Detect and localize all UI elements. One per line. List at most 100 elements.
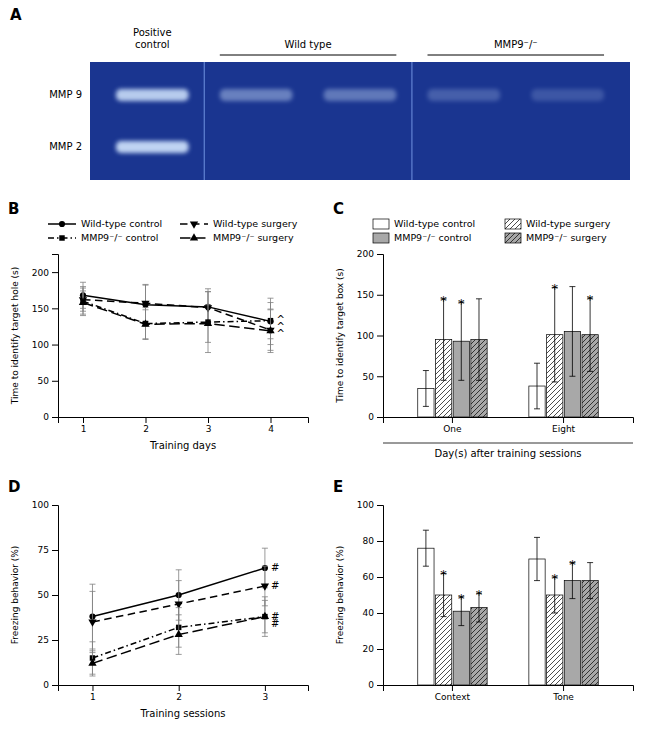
y-axis-line (52, 255, 59, 418)
y-axis-title: Freezing behavior (%) (10, 546, 20, 645)
tick: 25 (38, 635, 58, 645)
tick: 50 (363, 372, 383, 382)
tick-label: 2 (143, 424, 149, 434)
tick: 40 (363, 608, 383, 618)
point (175, 630, 183, 637)
x-axis-title: Day(s) after training sessions (435, 448, 582, 459)
annotation: * (476, 587, 483, 602)
legend-item: MMP9⁻/⁻ control (373, 232, 471, 244)
tick-label: 100 (357, 500, 374, 510)
error-bar (569, 287, 575, 377)
tick-label: 100 (32, 340, 49, 350)
tick-mark (377, 649, 383, 650)
tick: 50 (38, 376, 58, 386)
legend-swatch (505, 219, 521, 229)
tick-mark (271, 417, 272, 423)
tick-mark (52, 345, 58, 346)
tick-label: 3 (263, 692, 269, 702)
y-axis-line (52, 506, 59, 686)
tick-label: 4 (268, 424, 274, 434)
tick: 100 (32, 340, 58, 350)
tick: 1 (81, 417, 87, 434)
series (453, 287, 580, 417)
tick-mark (377, 254, 383, 255)
legend-label: Wild-type control (81, 218, 162, 229)
gel-band (116, 89, 189, 101)
error-bar (423, 371, 429, 407)
panel-label: D (8, 478, 20, 496)
tick: 75 (38, 545, 58, 555)
tick-mark (377, 613, 383, 614)
tick-label: 200 (357, 249, 374, 259)
tick-label: 25 (38, 635, 49, 645)
tick: 0 (43, 680, 58, 690)
x-axis: 1 2 3 4 (59, 417, 309, 434)
tick: 100 (357, 331, 383, 341)
error-bar (441, 299, 447, 381)
legend-item: MMP9⁻/⁻ control (48, 232, 158, 243)
tick: 100 (32, 500, 58, 510)
point (141, 319, 149, 326)
series (80, 287, 274, 353)
gel-band (220, 89, 293, 101)
tick-mark (52, 595, 58, 596)
tick-mark (52, 640, 58, 641)
point (88, 659, 96, 666)
legend-item: Wild-type surgery (505, 218, 611, 230)
series (89, 548, 268, 649)
annotation: ^ (277, 328, 285, 339)
tick-mark (377, 336, 383, 337)
bar (418, 548, 434, 685)
series-line (83, 301, 271, 323)
legend-label: Wild-type surgery (213, 218, 298, 229)
annotation: * (440, 567, 447, 582)
legend-marker (190, 222, 198, 229)
tick-mark (52, 381, 58, 382)
tick-label: 20 (363, 644, 375, 654)
tick: 3 (206, 417, 212, 434)
error-bar (458, 302, 464, 380)
tick: One (443, 417, 462, 434)
category-underline (383, 443, 633, 444)
tick: Eight (552, 417, 576, 434)
series-line (83, 303, 271, 331)
tick-label: 0 (43, 412, 49, 422)
tick-mark (377, 376, 383, 377)
legend-label: MMP9⁻/⁻ surgery (213, 232, 294, 243)
tick-label: 0 (368, 412, 374, 422)
figure: APositivecontrolWild typeMMP9⁻/⁻MMP 9MMP… (0, 0, 650, 737)
tick-mark (52, 505, 58, 506)
legend-label: MMP9⁻/⁻ surgery (526, 232, 607, 243)
error-bar (587, 563, 593, 599)
y-axis-line (377, 255, 384, 418)
series (79, 285, 275, 350)
tick-mark (208, 417, 209, 423)
legend-swatch (373, 233, 389, 243)
tick: 0 (368, 412, 383, 422)
lane-group-label-line: Wild type (285, 39, 332, 50)
gel-band (531, 89, 604, 101)
tick: 2 (176, 685, 182, 702)
tick-label: Context (435, 692, 471, 702)
tick: 0 (368, 680, 383, 690)
tick-label: One (443, 424, 462, 434)
lane-group-label-line: Positive (133, 27, 172, 38)
tick: 20 (363, 644, 383, 654)
tick: 200 (357, 249, 383, 259)
point (88, 620, 96, 627)
series (88, 600, 269, 676)
panel-label: C (333, 200, 344, 218)
tick-label: 75 (38, 545, 49, 555)
panel-label: E (333, 478, 343, 496)
series-line (83, 300, 271, 330)
tick-label: 150 (357, 290, 374, 300)
tick-label: 50 (38, 376, 50, 386)
tick-label: 0 (368, 680, 374, 690)
annotation: # (271, 562, 279, 573)
tick-label: 3 (206, 424, 212, 434)
tick-label: Eight (552, 424, 576, 434)
tick-mark (563, 417, 564, 423)
y-axis-title: Time to identify target hole (s) (10, 267, 20, 406)
point (261, 612, 269, 619)
x-axis-title: Training sessions (140, 708, 226, 719)
